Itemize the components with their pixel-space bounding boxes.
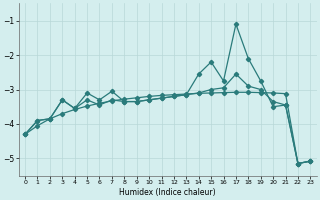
- X-axis label: Humidex (Indice chaleur): Humidex (Indice chaleur): [119, 188, 216, 197]
